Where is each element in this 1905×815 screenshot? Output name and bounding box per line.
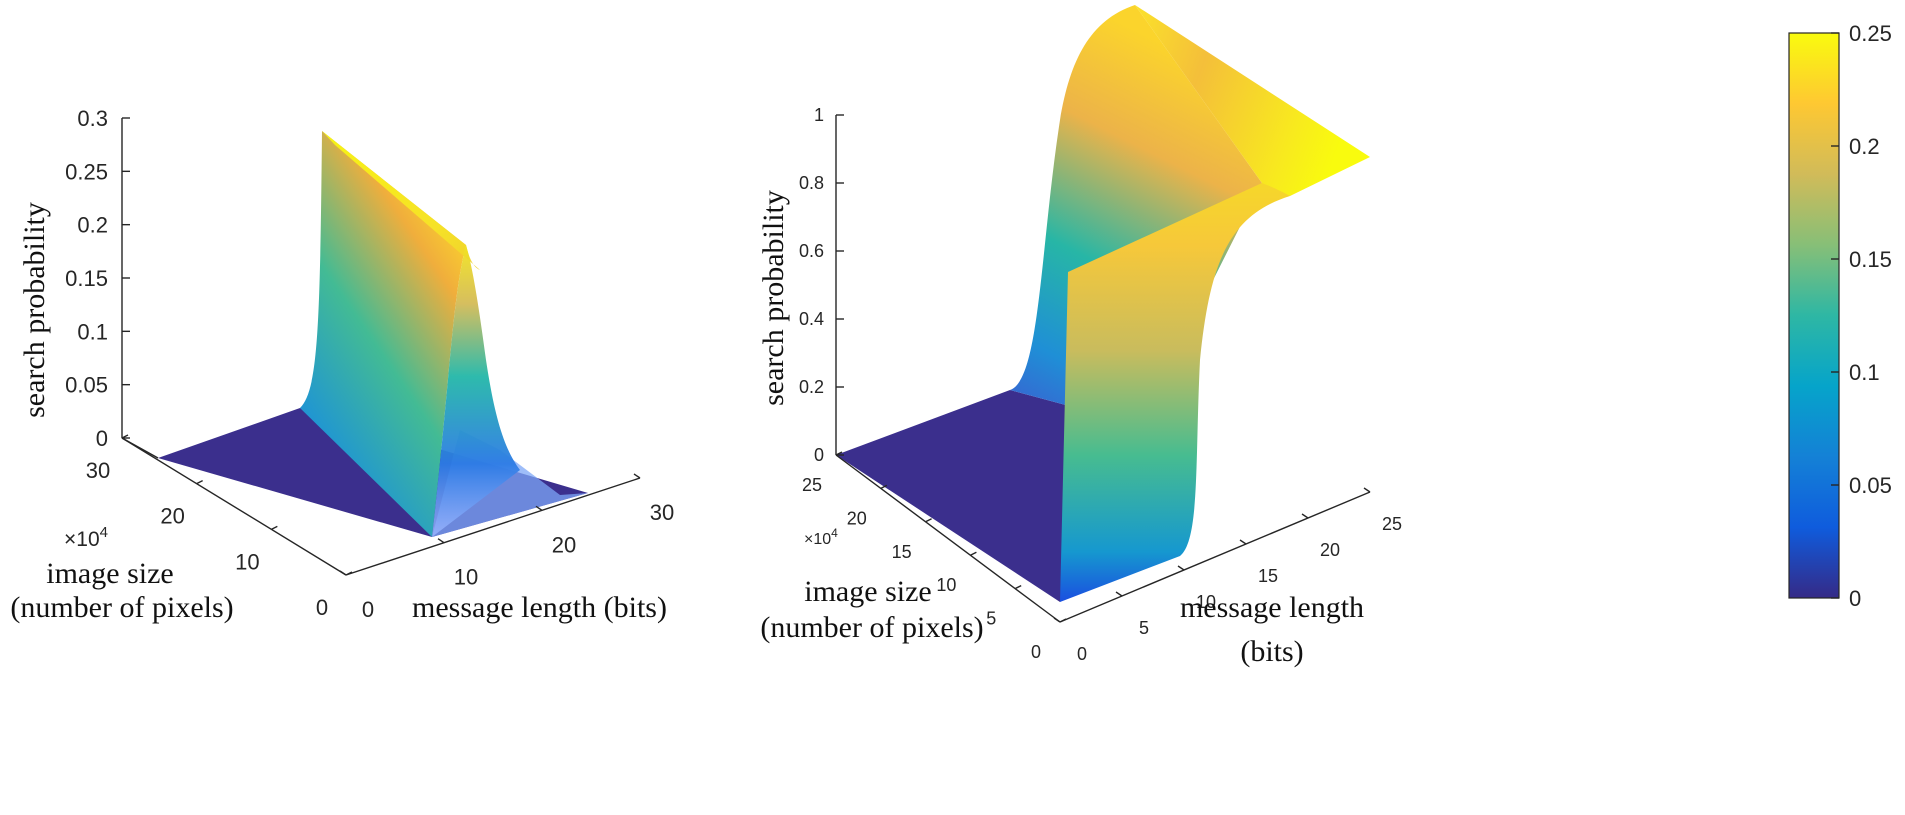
left-x-tick-label: 0: [362, 597, 374, 622]
right-y-tick-label: 10: [936, 575, 956, 595]
left-x-tick-mark: [535, 505, 543, 511]
right-z-tick-label: 0.8: [799, 173, 824, 193]
colorbar-tick-label: 0: [1849, 586, 1861, 611]
left-y-tick-label: 10: [235, 549, 259, 574]
left-z-tick-label: 0.05: [65, 373, 108, 398]
left-z-tick-label: 0.1: [77, 319, 108, 344]
left-ridge-top: [322, 131, 480, 270]
right-x-tick-label: 20: [1320, 540, 1340, 560]
right-y-tick-mark: [835, 451, 843, 456]
left-y-tick-mark: [196, 480, 203, 485]
right-x-tick-mark: [1239, 539, 1247, 545]
right-y-tick-label: 0: [1031, 642, 1041, 662]
left-z-tick-label: 0.2: [77, 213, 108, 238]
right-x-tick-mark: [1363, 487, 1371, 493]
left-x-tick-label: 30: [650, 500, 674, 525]
right-y-tick-mark: [1059, 618, 1067, 623]
right-y-tick-label: 25: [802, 475, 822, 495]
right-z-tick-label: 1: [814, 105, 824, 125]
colorbar-tick-label: 0.05: [1849, 473, 1892, 498]
colorbar-tick-label: 0.1: [1849, 360, 1880, 385]
colorbar: 0 0.05 0.1 0.15 0.2 0.25: [1788, 21, 1892, 611]
right-y-tick-label: 5: [986, 609, 996, 629]
right-z-tick-label: 0: [814, 445, 824, 465]
left-y-label-line2: (number of pixels): [10, 591, 233, 624]
right-front-face: [1060, 183, 1290, 602]
right-z-tick-label: 0.4: [799, 309, 824, 329]
right-y-label-line1: image size: [804, 575, 931, 608]
right-y-exponent: ×104: [804, 526, 838, 548]
colorbar-tick-label: 0.2: [1849, 134, 1880, 159]
right-y-tick-mark: [880, 484, 888, 490]
left-y-tick-label: 0: [316, 595, 328, 620]
left-z-label: search probability: [18, 202, 51, 418]
left-z-tick-label: 0.15: [65, 266, 108, 291]
right-y-exponent-power: 4: [831, 526, 838, 540]
right-x-tick-mark: [1053, 617, 1061, 623]
right-y-tick-mark: [925, 518, 932, 523]
left-x-tick-label: 10: [454, 565, 478, 590]
right-x-tick-mark: [1115, 591, 1123, 597]
right-z-tick-label: 0.2: [799, 377, 824, 397]
left-y-tick-label: 20: [160, 504, 184, 529]
right-x-label-line2: (bits): [1240, 635, 1303, 668]
right-x-tick-mark: [1301, 513, 1309, 519]
left-x-tick-mark: [339, 570, 347, 576]
right-x-tick-label: 5: [1139, 618, 1149, 638]
left-chart: 0 0.05 0.1 0.15 0.2 0.25 0.3 0 10 20 30 0 10 20 30 s…: [10, 106, 674, 624]
right-z-tick-label: 0.6: [799, 241, 824, 261]
left-y-tick-label: 30: [86, 458, 110, 483]
right-x-label-line1: message length: [1180, 591, 1364, 624]
left-y-label-line1: image size: [46, 557, 173, 590]
left-y-exponent-power: 4: [100, 524, 108, 541]
right-plateau: [1135, 5, 1370, 196]
left-z-tick-label: 0.3: [77, 106, 108, 131]
left-y-exponent-base: ×10: [64, 528, 100, 551]
left-y-tick-mark: [121, 434, 129, 439]
right-x-tick-label: 15: [1258, 566, 1278, 586]
right-y-exponent-base: ×10: [804, 531, 831, 548]
left-z-tick-label: 0: [96, 426, 108, 451]
colorbar-tick-label: 0.15: [1849, 247, 1892, 272]
left-x-tick-mark: [633, 473, 641, 479]
left-x-tick-mark: [437, 538, 445, 544]
right-x-tick-label: 10: [1196, 592, 1216, 612]
right-y-tick-mark: [970, 551, 977, 556]
left-y-exponent: ×104: [64, 524, 108, 551]
right-y-tick-label: 15: [892, 542, 912, 562]
right-chart: 0 0.2 0.4 0.6 0.8 1 0 5 10 15 20 25 0 5 10 15 20 25 sea…: [757, 5, 1402, 668]
left-z-tick-label: 0.25: [65, 159, 108, 184]
left-y-tick-mark: [271, 525, 278, 530]
right-y-label-line2: (number of pixels): [760, 611, 983, 644]
right-y-tick-label: 20: [847, 508, 867, 528]
left-y-tick-mark: [345, 571, 353, 576]
left-x-tick-label: 20: [552, 532, 576, 557]
right-y-tick-mark: [1014, 584, 1022, 590]
colorbar-tick-label: 0.25: [1849, 21, 1892, 46]
left-ridge-face: [300, 131, 466, 537]
left-ridge-front: [432, 245, 520, 537]
right-x-tick-label: 25: [1382, 514, 1402, 534]
colorbar-gradient: [1788, 32, 1840, 599]
right-x-tick-label: 0: [1077, 644, 1087, 664]
right-z-label: search probability: [757, 190, 790, 406]
left-x-label: message length (bits): [412, 591, 667, 624]
right-x-tick-mark: [1177, 565, 1185, 571]
